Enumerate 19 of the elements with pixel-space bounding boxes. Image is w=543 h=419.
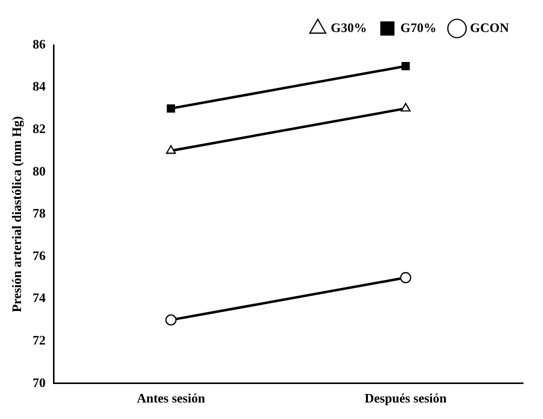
y-tick-label: 80: [32, 163, 46, 178]
point: [402, 62, 410, 70]
y-tick-label: 70: [32, 374, 46, 390]
y-tick-label: 76: [32, 248, 46, 263]
point: [165, 314, 177, 326]
y-tick-label: 86: [32, 36, 46, 52]
point: [400, 272, 412, 284]
legend-label: GCON: [470, 20, 510, 35]
point: [166, 104, 176, 113]
y-tick-label: 82: [32, 120, 46, 136]
y-tick-label: 72: [32, 332, 46, 348]
y-tick-label: 84: [32, 78, 46, 94]
x-tick-label: Antes sesión: [136, 390, 206, 406]
y-axis-title: Presión arterial diastólica (mm Hg): [9, 116, 24, 312]
legend-label: G70%: [400, 20, 437, 35]
y-tick-label: 78: [32, 206, 46, 221]
x-tick-label: Después sesión: [364, 390, 448, 406]
legend-label: G30%: [330, 20, 367, 35]
y-tick-label: 74: [32, 290, 46, 306]
